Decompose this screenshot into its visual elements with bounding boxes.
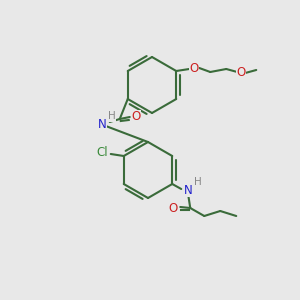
Text: H: H: [108, 111, 116, 121]
Text: O: O: [237, 67, 246, 80]
Text: O: O: [190, 61, 199, 74]
Text: N: N: [184, 184, 193, 196]
Text: O: O: [131, 110, 140, 124]
Text: Cl: Cl: [96, 146, 108, 160]
Text: O: O: [169, 202, 178, 214]
Text: N: N: [98, 118, 106, 130]
Text: H: H: [194, 177, 202, 187]
